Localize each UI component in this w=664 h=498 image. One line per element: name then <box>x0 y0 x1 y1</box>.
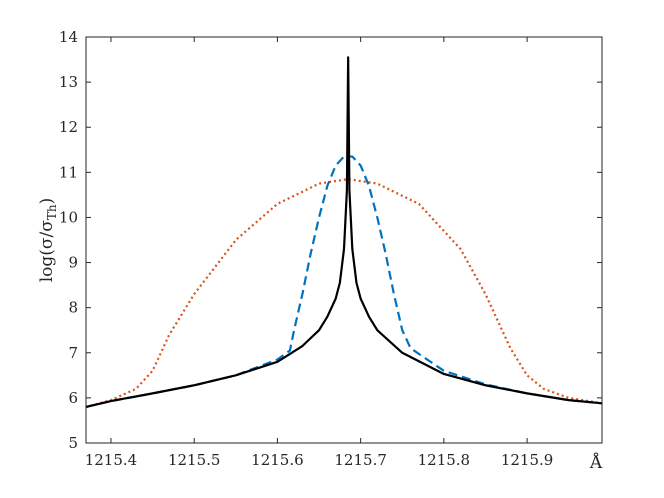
y-tick-label: 7 <box>68 344 78 362</box>
y-tick-label: 8 <box>68 299 78 317</box>
x-tick-label: 1215.9 <box>501 451 554 469</box>
x-tick-label: 1215.6 <box>251 451 304 469</box>
y-tick-label: 9 <box>68 254 78 272</box>
series-layer <box>85 56 603 408</box>
x-tick-label: 1215.7 <box>334 451 387 469</box>
y-axis-label-main: log(σ/σ <box>37 220 57 283</box>
series-line-solid <box>85 56 603 408</box>
x-axis-label: Å <box>589 452 603 473</box>
x-tick-label: 1215.8 <box>418 451 471 469</box>
plot-frame <box>85 36 603 444</box>
y-tick-label: 14 <box>59 28 78 46</box>
x-tick-label: 1215.5 <box>168 451 221 469</box>
tick-layer: 1215.4 1215.5 1215.6 1215.7 1215.8 1215.9 5 6 7 8… <box>59 28 602 469</box>
y-axis-label-close: ) <box>37 198 57 205</box>
y-axis-label: log(σ/σTh) <box>37 198 59 283</box>
y-tick-label: 10 <box>59 208 78 226</box>
y-tick-label: 12 <box>59 118 78 136</box>
y-tick-label: 6 <box>68 389 78 407</box>
y-tick-label: 13 <box>59 73 78 91</box>
x-tick-label: 1215.4 <box>85 451 138 469</box>
y-tick-label: 11 <box>59 163 78 181</box>
y-tick-label: 5 <box>68 434 78 452</box>
y-axis-label-sub: Th <box>45 204 59 220</box>
